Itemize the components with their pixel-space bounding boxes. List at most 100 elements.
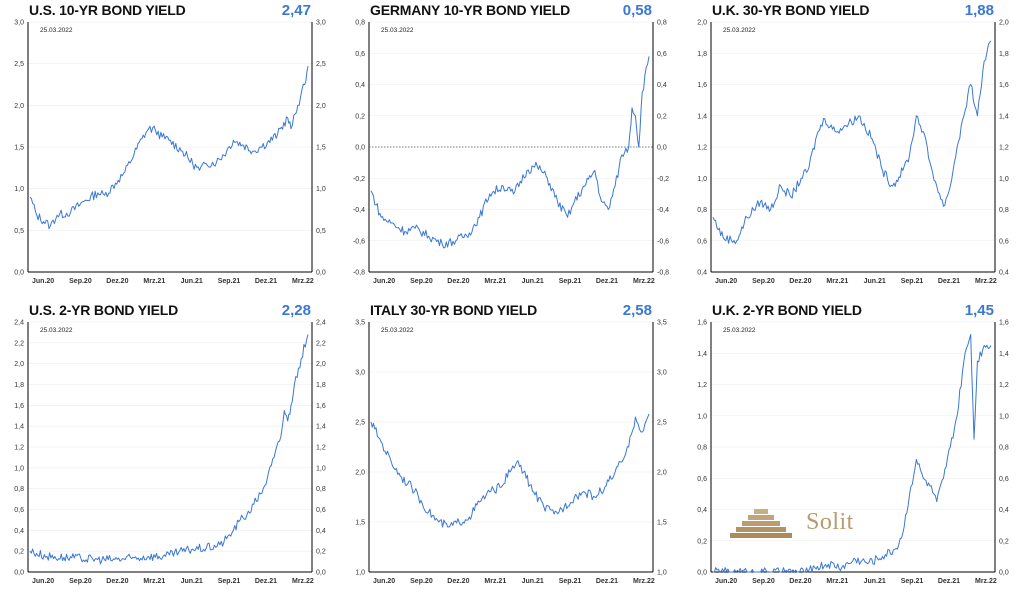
series-line xyxy=(29,66,309,230)
y-tick-label-left: 0,6 xyxy=(355,51,365,58)
y-tick-label-right: 2,5 xyxy=(657,420,667,427)
y-tick-label-left: 2,0 xyxy=(697,20,707,27)
y-tick-label-left: 2,0 xyxy=(355,470,365,477)
y-tick-label-left: 0,0 xyxy=(14,270,24,277)
chart-plot: -0,8 -0,8 -0,6 -0,6 -0,4 -0,4 -0,2 -0,2 0,0 0,0 0,… xyxy=(353,20,669,286)
chart-plot: 0,0 0,0 0,2 0,2 0,4 0,4 0,6 0,6 0,8 0,8 1,0 1,0 1,2 1… xyxy=(697,320,1009,586)
x-tick-label: Jun.21 xyxy=(522,278,544,285)
y-tick-label-left: 0,2 xyxy=(355,113,365,120)
y-tick-label-left: 1,2 xyxy=(697,382,707,389)
y-tick-label-right: 1,0 xyxy=(316,465,326,472)
y-tick-label-right: 1,4 xyxy=(999,351,1009,358)
x-tick-label: Mrz.22 xyxy=(292,278,314,285)
y-tick-label-left: 1,4 xyxy=(14,424,24,431)
y-tick-label-left: 0,5 xyxy=(14,228,24,235)
chart-panel-it30y: ITALY 30-YR BOND YIELD 2,58 25.03.2022 1,0 1… xyxy=(341,300,682,590)
y-tick-label-left: 0,6 xyxy=(697,238,707,245)
y-tick-label-left: 0,4 xyxy=(355,82,365,89)
y-tick-label-right: 0,4 xyxy=(999,507,1009,514)
x-tick-label: Dez.21 xyxy=(938,278,960,285)
chart-panel-de10y: GERMANY 10-YR BOND YIELD 0,58 25.03.2022 -0… xyxy=(341,0,682,290)
x-tick-label: Mrz.21 xyxy=(143,578,165,585)
x-tick-label: Jun.21 xyxy=(181,578,203,585)
y-tick-label-left: 1,0 xyxy=(14,465,24,472)
y-tick-label-left: 0,2 xyxy=(14,549,24,556)
x-tick-label: Dez.21 xyxy=(596,278,618,285)
x-tick-label: Mrz.21 xyxy=(484,278,506,285)
chart-panel-us2y: U.S. 2-YR BOND YIELD 2,28 25.03.2022 0,0 0,0… xyxy=(0,300,340,590)
y-tick-label-left: 0,6 xyxy=(14,507,24,514)
y-tick-label-right: 0,2 xyxy=(999,538,1009,545)
y-tick-label-right: 0,4 xyxy=(657,82,667,89)
y-tick-label-right: 0,2 xyxy=(316,549,326,556)
y-tick-label-right: 0,6 xyxy=(999,238,1009,245)
y-tick-label-right: 0,0 xyxy=(657,145,667,152)
x-tick-label: Dez.21 xyxy=(255,578,277,585)
chart-date: 25.03.2022 xyxy=(381,327,414,334)
y-tick-label-left: 2,2 xyxy=(14,340,24,347)
y-tick-label-right: 1,5 xyxy=(316,145,326,152)
y-tick-label-right: 0,0 xyxy=(316,570,326,577)
y-tick-label-left: -0,2 xyxy=(353,176,365,183)
x-tick-label: Dez.20 xyxy=(789,578,811,585)
y-tick-label-right: 0,8 xyxy=(999,445,1009,452)
x-tick-label: Jun.20 xyxy=(715,578,737,585)
y-tick-label-left: 0,0 xyxy=(355,145,365,152)
y-tick-label-left: 0,2 xyxy=(697,538,707,545)
y-tick-label-left: 2,0 xyxy=(14,103,24,110)
series-line xyxy=(29,334,309,565)
y-tick-label-right: 2,5 xyxy=(316,61,326,68)
y-tick-label-left: 1,2 xyxy=(14,445,24,452)
y-tick-label-left: 1,6 xyxy=(697,320,707,327)
y-tick-label-left: 2,4 xyxy=(14,320,24,327)
x-tick-label: Sep.21 xyxy=(901,578,924,585)
x-tick-label: Sep.20 xyxy=(69,578,92,585)
y-tick-label-left: 3,5 xyxy=(355,320,365,327)
y-tick-label-right: 2,0 xyxy=(316,361,326,368)
y-tick-label-right: 3,0 xyxy=(657,370,667,377)
y-tick-label-left: 1,0 xyxy=(355,570,365,577)
x-tick-label: Jun.20 xyxy=(373,578,395,585)
y-tick-label-left: 3,0 xyxy=(355,370,365,377)
chart-title: U.S. 10-YR BOND YIELD xyxy=(29,2,186,18)
y-tick-label-left: 0,8 xyxy=(697,207,707,214)
x-tick-label: Dez.20 xyxy=(789,278,811,285)
x-tick-label: Dez.20 xyxy=(447,278,469,285)
chart-title: U.K. 30-YR BOND YIELD xyxy=(712,2,870,18)
y-tick-label-right: 1,8 xyxy=(316,382,326,389)
y-tick-label-left: 1,5 xyxy=(355,520,365,527)
pyramid-logo-icon xyxy=(730,509,792,538)
current-value: 0,58 xyxy=(622,2,652,19)
x-tick-label: Dez.21 xyxy=(938,578,960,585)
chart-title: U.S. 2-YR BOND YIELD xyxy=(29,302,178,318)
y-tick-label-right: 0,5 xyxy=(316,228,326,235)
y-tick-label-right: 1,2 xyxy=(999,382,1009,389)
y-tick-label-right: 1,5 xyxy=(657,520,667,527)
y-tick-label-left: 0,8 xyxy=(14,486,24,493)
x-tick-label: Jun.21 xyxy=(181,278,203,285)
y-tick-label-right: 3,5 xyxy=(657,320,667,327)
y-tick-label-left: 0,8 xyxy=(355,20,365,27)
y-tick-label-left: 1,0 xyxy=(697,413,707,420)
series-line xyxy=(713,334,992,573)
x-tick-label: Mrz.21 xyxy=(484,578,506,585)
y-tick-label-right: -0,8 xyxy=(657,270,669,277)
x-tick-label: Dez.20 xyxy=(106,578,128,585)
x-tick-label: Jun.21 xyxy=(864,578,886,585)
brand-name: Solit xyxy=(806,509,854,535)
chart-panel-us10y: U.S. 10-YR BOND YIELD 2,47 25.03.2022 0,0 0,… xyxy=(0,0,340,290)
x-tick-label: Sep.21 xyxy=(901,278,924,285)
y-tick-label-left: 1,0 xyxy=(697,176,707,183)
chart-date: 25.03.2022 xyxy=(723,27,756,34)
x-tick-label: Jun.20 xyxy=(373,278,395,285)
y-tick-label-left: 0,4 xyxy=(697,507,707,514)
y-tick-label-left: 1,0 xyxy=(14,186,24,193)
series-line xyxy=(370,413,650,528)
y-tick-label-right: 0,8 xyxy=(999,207,1009,214)
x-tick-label: Mrz.21 xyxy=(143,278,165,285)
y-tick-label-left: -0,8 xyxy=(353,270,365,277)
y-tick-label-left: -0,6 xyxy=(353,238,365,245)
y-tick-label-left: 0,4 xyxy=(14,528,24,535)
y-tick-label-left: 2,0 xyxy=(14,361,24,368)
y-tick-label-right: 2,0 xyxy=(316,103,326,110)
